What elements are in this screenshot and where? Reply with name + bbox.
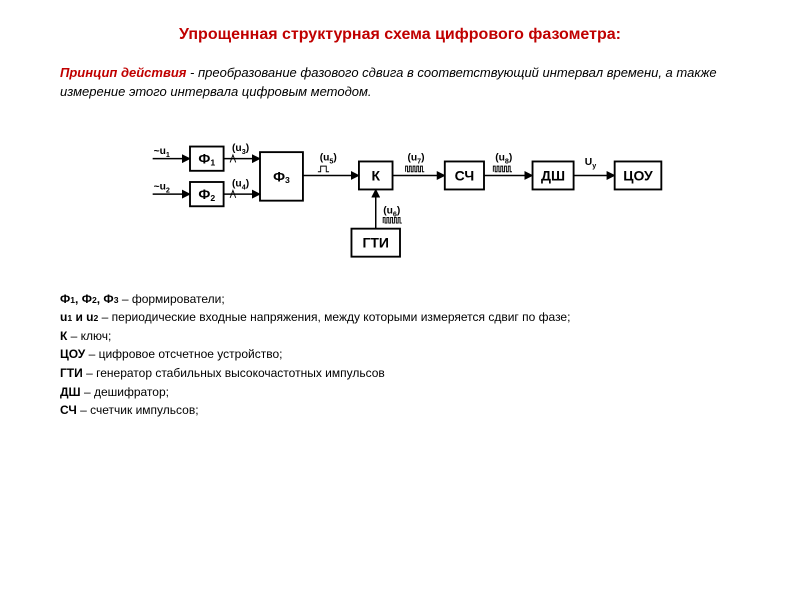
- legend-desc: – счетчик импульсов;: [77, 403, 199, 417]
- block-GTI: ГТИ: [351, 228, 400, 256]
- block-label-COU: ЦОУ: [623, 167, 653, 183]
- legend-desc: – генератор стабильных высокочастотных и…: [83, 366, 385, 380]
- legend-entry-4: ГТИ – генератор стабильных высокочастотн…: [60, 364, 740, 383]
- edge-label-K-SCH: (u7): [407, 152, 424, 165]
- diagram-container: Ф1 Ф2 Ф3 К СЧ ДШ ЦОУ ГТИ ~u1 ~u2 (u3) (u4) (u5) (u7) (…: [40, 116, 760, 276]
- block-diagram: Ф1 Ф2 Ф3 К СЧ ДШ ЦОУ ГТИ ~u1 ~u2 (u3) (u4) (u5) (u7) (…: [120, 116, 680, 276]
- edge-label-SCH-DSH: (u8): [495, 152, 512, 165]
- legend-desc: – ключ;: [67, 329, 111, 343]
- block-label-K: К: [371, 167, 380, 183]
- block-F3: Ф3: [260, 152, 303, 201]
- block-label-DSH: ДШ: [541, 167, 565, 183]
- legend-desc: – дешифратор;: [81, 385, 169, 399]
- legend-symbol: u1 и u2: [60, 310, 98, 324]
- legend-symbol: СЧ: [60, 403, 77, 417]
- page-title: Упрощенная структурная схема цифрового ф…: [40, 26, 760, 44]
- block-DSH: ДШ: [533, 161, 574, 189]
- legend-desc: – периодические входные напряжения, межд…: [98, 310, 570, 324]
- legend-symbol: ДШ: [60, 385, 81, 399]
- edge-label-in1: ~u1: [154, 146, 170, 159]
- edge-label-F3-K: (u5): [320, 152, 337, 165]
- edge-label-F1-F3: (u3): [232, 143, 249, 156]
- legend-entry-3: ЦОУ – цифровое отсчетное устройство;: [60, 345, 740, 364]
- block-label-GTI: ГТИ: [362, 234, 389, 250]
- legend-symbol: ЦОУ: [60, 347, 85, 361]
- signal-glyph: [318, 166, 329, 172]
- block-F2: Ф2: [190, 182, 224, 206]
- legend: Ф1, Ф2, Ф3 – формирователи;u1 и u2 – пер…: [60, 290, 740, 420]
- page: Упрощенная структурная схема цифрового ф…: [0, 0, 800, 600]
- signal-glyph: [383, 217, 402, 223]
- block-K: К: [359, 161, 393, 189]
- edge-label-in2: ~u2: [154, 181, 170, 194]
- block-SCH: СЧ: [445, 161, 484, 189]
- legend-entry-5: ДШ – дешифратор;: [60, 383, 740, 402]
- legend-entry-2: К – ключ;: [60, 327, 740, 346]
- legend-desc: – цифровое отсчетное устройство;: [85, 347, 282, 361]
- legend-symbol: Ф1, Ф2, Ф3: [60, 292, 118, 306]
- block-F1: Ф1: [190, 146, 224, 170]
- block-COU: ЦОУ: [615, 161, 662, 189]
- edge-label-GTI-K: (u6): [383, 205, 400, 218]
- legend-symbol: ГТИ: [60, 366, 83, 380]
- signal-glyph: [406, 166, 425, 172]
- edge-label-F2-F3: (u4): [232, 178, 249, 191]
- principle-paragraph: Принцип действия - преобразование фазово…: [60, 64, 740, 102]
- legend-entry-1: u1 и u2 – периодические входные напряжен…: [60, 308, 740, 327]
- signal-glyph: [493, 166, 512, 172]
- legend-entry-6: СЧ – счетчик импульсов;: [60, 401, 740, 420]
- edge-label-DSH-COU: Uу: [585, 157, 596, 170]
- principle-lead: Принцип действия: [60, 65, 186, 80]
- block-label-SCH: СЧ: [455, 167, 475, 183]
- legend-desc: – формирователи;: [118, 292, 224, 306]
- legend-entry-0: Ф1, Ф2, Ф3 – формирователи;: [60, 290, 740, 309]
